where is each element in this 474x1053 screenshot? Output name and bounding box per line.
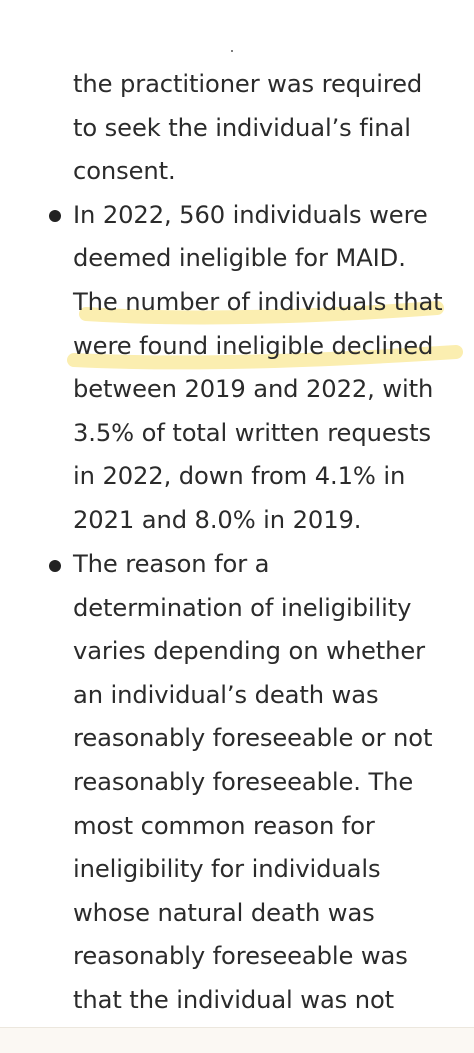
bullet-line: In 2022, 560 individuals were bbox=[73, 200, 428, 229]
highlighted-line: The number of individuals that bbox=[73, 288, 443, 316]
paragraph-line: to seek the individual’s final bbox=[73, 113, 411, 142]
bullet-line: reasonably foreseeable was bbox=[73, 942, 408, 971]
bullet-line: between 2019 and 2022, with bbox=[73, 375, 434, 404]
bullet-line: 3.5% of total written requests bbox=[73, 418, 431, 447]
bullet-line: reasonably foreseeable or not bbox=[73, 724, 433, 753]
bullet-line: varies depending on whether bbox=[73, 637, 425, 666]
highlighted-line: were found ineligible declined bbox=[73, 331, 434, 360]
bullet-line: 2021 and 8.0% in 2019. bbox=[73, 506, 362, 534]
bullet-line: The reason for a bbox=[73, 550, 270, 578]
paragraph-line: consent. bbox=[73, 157, 176, 186]
scroll-indicator-dot bbox=[231, 50, 233, 52]
bullet-line: determination of ineligibility bbox=[73, 593, 412, 622]
bullet-line: whose natural death was bbox=[73, 898, 375, 927]
bullet-line: that the individual was not bbox=[73, 986, 395, 1014]
bullet-line: in 2022, down from 4.1% in bbox=[73, 462, 406, 491]
bullet-line: an individual’s death was bbox=[73, 680, 379, 709]
bullet-icon bbox=[49, 560, 61, 572]
bullet-line: reasonably foreseeable. The bbox=[73, 768, 414, 796]
bottom-bar bbox=[0, 1027, 474, 1053]
paragraph-line: the practitioner was required bbox=[73, 70, 423, 98]
bullet-line: most common reason for bbox=[73, 811, 375, 840]
bullet-line: ineligibility for individuals bbox=[73, 855, 381, 884]
bullet-line: deemed ineligible for MAID. bbox=[73, 244, 406, 273]
bullet-icon bbox=[49, 210, 61, 222]
